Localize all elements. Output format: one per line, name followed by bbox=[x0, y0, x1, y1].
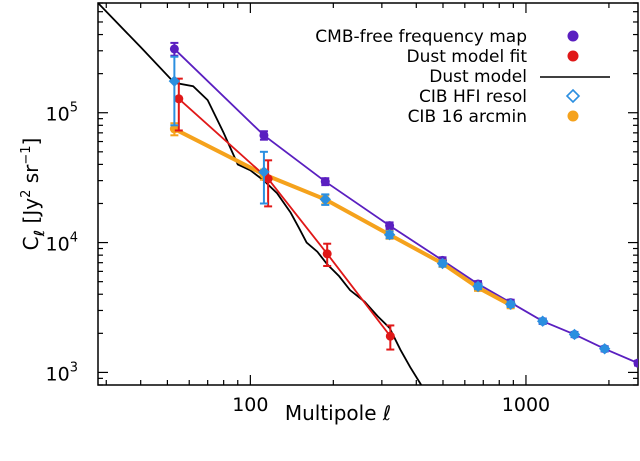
series-cib-hfi-resol bbox=[168, 55, 611, 355]
y-tick-exp: 5 bbox=[70, 101, 78, 116]
legend-marker-cib-16-arcmin bbox=[567, 110, 579, 122]
y-tick-label: 103 bbox=[46, 360, 78, 385]
data-point bbox=[385, 331, 395, 341]
legend-marker-cib-hfi-resol bbox=[565, 88, 581, 104]
series-line-cib-16-arcmin bbox=[173, 127, 512, 307]
y-label-main: C bbox=[19, 236, 43, 250]
y-tick-label: 105 bbox=[46, 101, 78, 126]
y-tick-exp: 3 bbox=[70, 360, 78, 375]
legend-label-dust-model-fit: Dust model fit bbox=[406, 47, 527, 67]
y-tick-label: 104 bbox=[46, 231, 78, 256]
series-line-dust-model-fit bbox=[178, 98, 392, 337]
plot-frame bbox=[97, 2, 639, 386]
series-dust-model-fit bbox=[174, 77, 395, 351]
legend-label-cmb-free-frequency-map: CMB-free frequency map bbox=[315, 27, 527, 47]
x-tick-label: 1000 bbox=[502, 394, 550, 416]
legend-marker-dust-model-fit bbox=[567, 50, 579, 62]
legend-label-cib-16-arcmin: CIB 16 arcmin bbox=[408, 107, 527, 127]
data-point bbox=[174, 94, 184, 104]
x-axis-label: Multipole ℓ bbox=[285, 401, 391, 425]
data-point bbox=[633, 358, 638, 368]
data-point bbox=[385, 221, 395, 231]
data-point bbox=[383, 228, 396, 241]
y-label-sup1: 2 bbox=[19, 190, 34, 198]
data-point bbox=[263, 174, 273, 184]
data-point bbox=[320, 177, 330, 187]
plot-group bbox=[98, 3, 638, 385]
data-point bbox=[598, 343, 611, 355]
data-point bbox=[568, 328, 581, 341]
data-point bbox=[259, 130, 269, 140]
series-line-dust-model bbox=[98, 3, 423, 385]
data-point bbox=[168, 75, 181, 87]
series-cmb-free-frequency-map bbox=[169, 41, 638, 368]
data-point bbox=[504, 298, 517, 310]
y-label-sup2: −1 bbox=[19, 145, 34, 164]
data-point bbox=[322, 249, 332, 259]
data-point bbox=[169, 44, 179, 54]
y-axis-label: Cℓ [Jy2 sr−1] bbox=[19, 138, 48, 251]
y-label-end: ] bbox=[19, 138, 43, 146]
y-tick-base: 10 bbox=[46, 104, 70, 126]
data-point bbox=[319, 193, 331, 206]
x-tick-label: 100 bbox=[232, 394, 268, 416]
data-point bbox=[258, 166, 270, 178]
data-point bbox=[536, 315, 549, 327]
y-tick-base: 10 bbox=[46, 234, 70, 256]
data-point bbox=[472, 280, 484, 293]
y-label-units: [Jy bbox=[19, 198, 43, 230]
y-tick-base: 10 bbox=[46, 363, 70, 385]
y-label-sub: ℓ bbox=[32, 230, 48, 238]
series-line-cmb-free-frequency-map bbox=[173, 48, 638, 364]
data-point bbox=[436, 257, 449, 270]
y-tick-exp: 4 bbox=[70, 231, 78, 246]
series-dust-model bbox=[98, 3, 423, 385]
y-label-units2: sr bbox=[19, 164, 43, 190]
legend-label-dust-model: Dust model bbox=[429, 67, 527, 87]
legend-label-cib-hfi-resol: CIB HFI resol bbox=[419, 87, 527, 107]
legend-marker-cmb-free-frequency-map bbox=[567, 30, 579, 42]
